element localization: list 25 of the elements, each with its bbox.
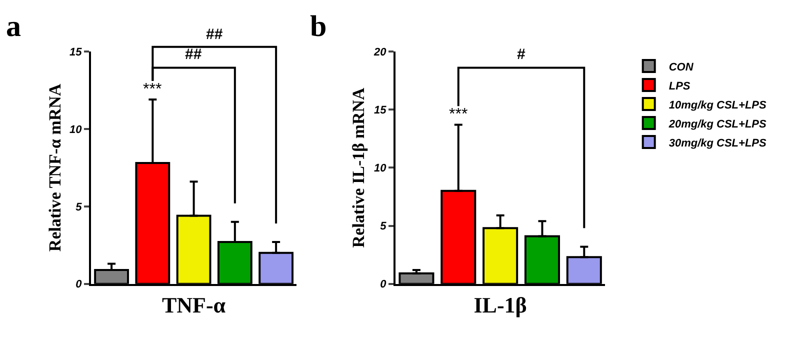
legend-label: 20mg/kg CSL+LPS — [668, 118, 768, 130]
y-tick-label: 0 — [380, 278, 388, 291]
chart-title: a — [6, 10, 21, 43]
y-tick-label: 15 — [70, 46, 83, 58]
y-axis-title: Relative IL-1β mRNA — [349, 86, 368, 248]
annotation: *** — [143, 81, 162, 98]
y-tick-label: 10 — [70, 124, 83, 136]
y-axis-title: Relative TNF-α mRNA — [46, 83, 65, 252]
y-tick-label: 0 — [76, 278, 83, 291]
y-tick-label: 5 — [380, 220, 388, 233]
legend-label: 10mg/kg CSL+LPS — [668, 99, 768, 112]
x-axis-title: IL-1β — [474, 292, 527, 318]
text: ## — [206, 26, 224, 43]
legend-label: LPS — [668, 80, 691, 92]
annotation: # — [517, 46, 526, 63]
y-tick-label: 20 — [373, 46, 388, 58]
y-tick-label: 10 — [374, 162, 388, 175]
annotation: ## — [185, 46, 202, 63]
legend-label: 30mg/kg CSL+LPS — [668, 137, 768, 150]
annotation: *** — [449, 106, 468, 123]
legend-label: CON — [668, 61, 694, 74]
y-tick-label: 15 — [374, 104, 388, 116]
y-tick-label: 5 — [76, 201, 83, 214]
x-axis-title: TNF-α — [162, 292, 226, 318]
chart-title: b — [310, 10, 327, 43]
